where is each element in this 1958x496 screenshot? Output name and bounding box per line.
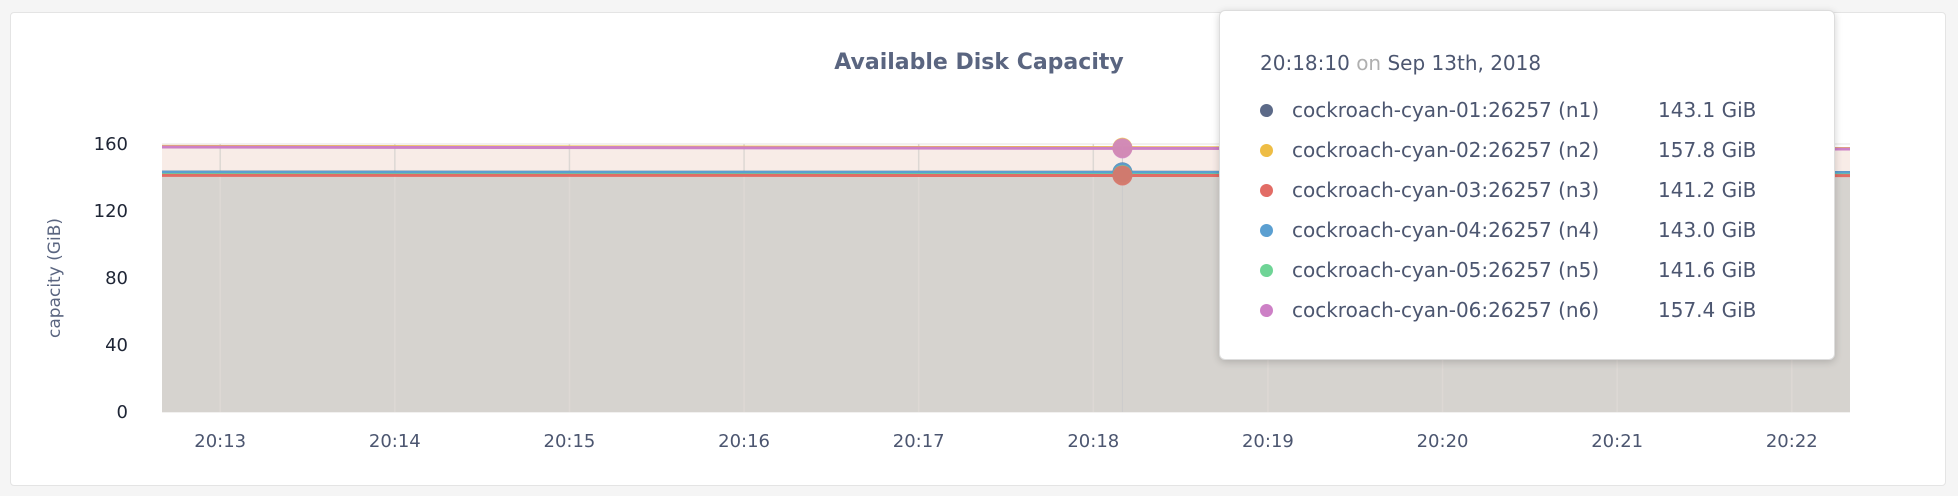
series-name: cockroach-cyan-01:26257 (n1) — [1292, 98, 1600, 122]
y-tick-label: 40 — [105, 335, 128, 356]
x-tick-label: 20:21 — [1591, 431, 1643, 452]
series-value: 143.0 GiB — [1658, 218, 1757, 242]
x-tick-label: 20:22 — [1766, 431, 1818, 452]
x-tick-label: 20:20 — [1417, 431, 1469, 452]
tooltip-row: cockroach-cyan-01:26257 (n1) 143.1 GiB — [1260, 95, 1756, 125]
tooltip-row: cockroach-cyan-02:26257 (n2) 157.8 GiB — [1260, 135, 1756, 165]
hover-marker — [1112, 138, 1133, 159]
tooltip-row: cockroach-cyan-06:26257 (n6) 157.4 GiB — [1260, 295, 1756, 325]
series-color-dot — [1260, 103, 1273, 117]
series-name: cockroach-cyan-04:26257 (n4) — [1292, 218, 1600, 242]
tooltip-row: cockroach-cyan-03:26257 (n3) 141.2 GiB — [1260, 175, 1756, 205]
series-name: cockroach-cyan-02:26257 (n2) — [1292, 138, 1600, 162]
series-color-dot — [1260, 223, 1273, 237]
series-color-dot — [1260, 263, 1273, 277]
series-name: cockroach-cyan-06:26257 (n6) — [1292, 298, 1600, 322]
series-value: 157.8 GiB — [1658, 138, 1757, 162]
series-value: 143.1 GiB — [1658, 98, 1757, 122]
tooltip-row: cockroach-cyan-05:26257 (n5) 141.6 GiB — [1260, 255, 1756, 285]
tooltip-time: 20:18:10 — [1260, 51, 1350, 75]
x-tick-label: 20:14 — [369, 431, 421, 452]
x-tick-label: 20:18 — [1067, 431, 1119, 452]
y-tick-label: 0 — [117, 402, 128, 423]
x-tick-label: 20:19 — [1242, 431, 1294, 452]
y-tick-label: 120 — [94, 201, 128, 222]
series-color-dot — [1260, 303, 1273, 317]
hover-tooltip: 20:18:10 on Sep 13th, 2018 cockroach-cya… — [1219, 10, 1835, 360]
series-value: 157.4 GiB — [1658, 298, 1757, 322]
tooltip-header: 20:18:10 on Sep 13th, 2018 — [1260, 51, 1541, 75]
x-tick-label: 20:16 — [718, 431, 770, 452]
x-tick-label: 20:13 — [194, 431, 246, 452]
y-tick-label: 80 — [105, 268, 128, 289]
tooltip-row: cockroach-cyan-04:26257 (n4) 143.0 GiB — [1260, 215, 1756, 245]
y-axis-label: capacity (GiB) — [45, 218, 65, 338]
series-value: 141.2 GiB — [1658, 178, 1757, 202]
chart-title: Available Disk Capacity — [834, 50, 1124, 75]
series-value: 141.6 GiB — [1658, 258, 1757, 282]
y-tick-label: 160 — [94, 134, 128, 155]
series-color-dot — [1260, 143, 1273, 157]
tooltip-date: Sep 13th, 2018 — [1387, 51, 1542, 75]
x-tick-label: 20:15 — [544, 431, 596, 452]
tooltip-on: on — [1356, 51, 1382, 75]
series-name: cockroach-cyan-05:26257 (n5) — [1292, 258, 1600, 282]
series-name: cockroach-cyan-03:26257 (n3) — [1292, 178, 1600, 202]
series-color-dot — [1260, 183, 1273, 197]
hover-marker — [1112, 165, 1133, 186]
x-tick-label: 20:17 — [893, 431, 945, 452]
